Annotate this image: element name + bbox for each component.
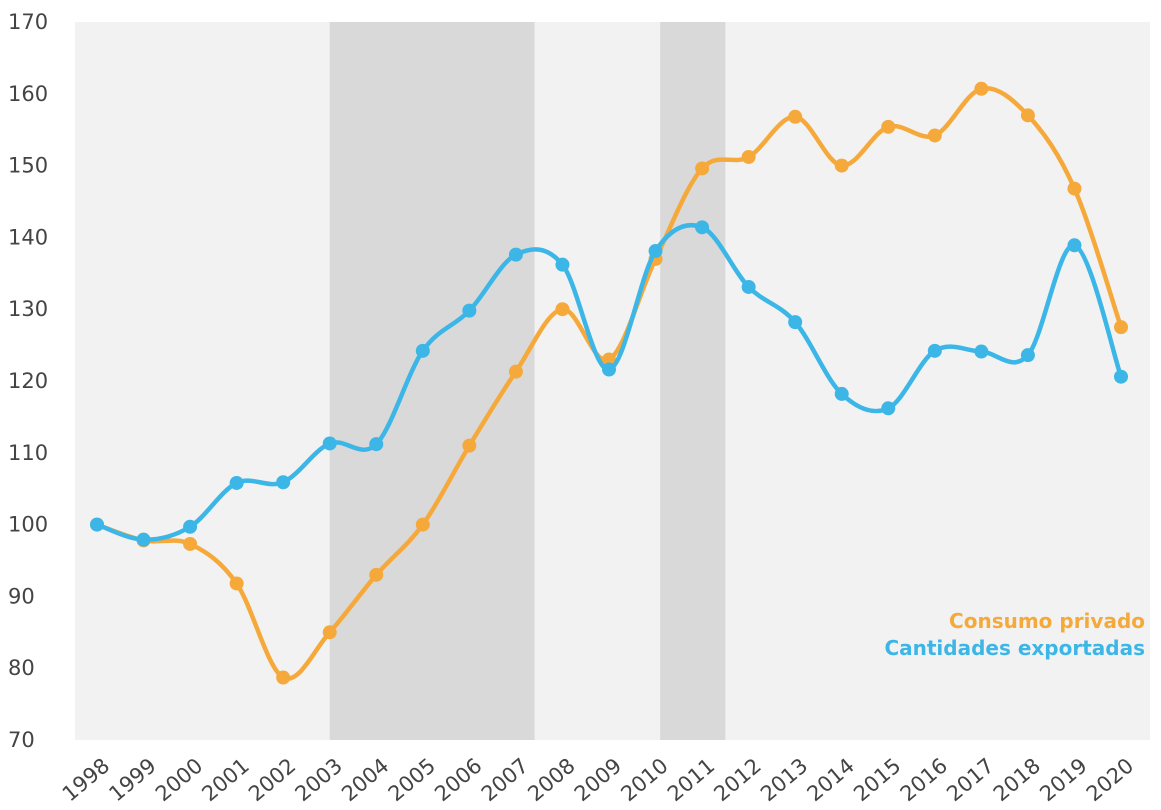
series-point [322,625,337,640]
y-tick-label: 90 [8,584,35,608]
series-point [229,475,244,490]
series-point [229,576,244,591]
legend-entry: Consumo privado [949,609,1145,633]
x-tick-label: 2011 [663,753,719,806]
series-point [602,362,616,377]
x-tick-label: 2006 [430,753,486,806]
series-point [508,364,523,379]
x-tick-label: 2012 [709,753,765,806]
x-tick-label: 2004 [337,753,393,806]
series-point [974,344,989,359]
series-point [741,279,756,294]
y-tick-label: 140 [8,225,48,249]
x-tick-label: 2013 [756,753,812,806]
series-point [1067,238,1082,253]
series-point [1114,369,1128,384]
series-point [974,81,989,96]
x-tick-label: 2009 [570,753,626,806]
series-point [555,257,570,272]
series-point [927,128,942,143]
x-tick-label: 2010 [616,753,672,806]
series-point [788,315,803,330]
y-tick-label: 170 [8,10,48,34]
series-point [834,158,849,173]
series-point [322,436,337,451]
series-point [695,220,710,235]
x-tick-label: 1999 [104,753,160,806]
x-tick-label: 2003 [291,753,347,806]
y-tick-label: 80 [8,656,35,680]
x-tick-label: 2005 [384,753,440,806]
series-point [183,536,198,551]
x-tick-label: 2015 [849,753,905,806]
series-point [90,517,104,532]
x-tick-label: 1998 [58,753,114,806]
series-point [1114,320,1128,335]
shaded-period [329,22,535,740]
x-tick-label: 2002 [244,753,300,806]
series-point [648,244,663,259]
series-point [415,517,430,532]
series-point [695,161,710,176]
series-point [834,386,849,401]
x-tick-label: 2007 [477,753,533,806]
x-tick-label: 2001 [197,753,253,806]
x-tick-label: 2000 [151,753,207,806]
x-tick-label: 2018 [989,753,1045,806]
y-tick-label: 130 [8,297,48,321]
x-tick-label: 2017 [942,753,998,806]
y-tick-label: 70 [8,728,35,752]
series-point [741,149,756,164]
series-point [1020,108,1035,123]
series-point [136,532,151,547]
shaded-period [660,22,726,740]
series-point [602,352,616,367]
x-tick-label: 2016 [896,753,952,806]
series-point [881,119,896,134]
x-tick-label: 2020 [1082,753,1138,806]
legend-entry: Cantidades exportadas [884,636,1145,660]
series-point [1020,348,1035,363]
x-tick-label: 2019 [1035,753,1091,806]
series-point [462,438,477,453]
series-point [555,302,570,317]
series-point [183,519,198,534]
y-tick-label: 110 [8,441,48,465]
series-point [788,109,803,124]
series-point [462,303,477,318]
series-point [415,343,430,358]
series-point [369,567,384,582]
y-tick-label: 120 [8,369,48,393]
series-point [369,437,384,452]
series-point [1067,181,1082,196]
x-tick-label: 2008 [523,753,579,806]
y-tick-label: 100 [8,513,48,537]
series-point [276,670,291,685]
series-point [276,475,291,490]
y-tick-label: 160 [8,82,48,106]
series-point [927,343,942,358]
x-tick-label: 2014 [803,753,859,806]
series-point [508,247,523,262]
series-point [881,401,896,416]
y-tick-label: 150 [8,154,48,178]
